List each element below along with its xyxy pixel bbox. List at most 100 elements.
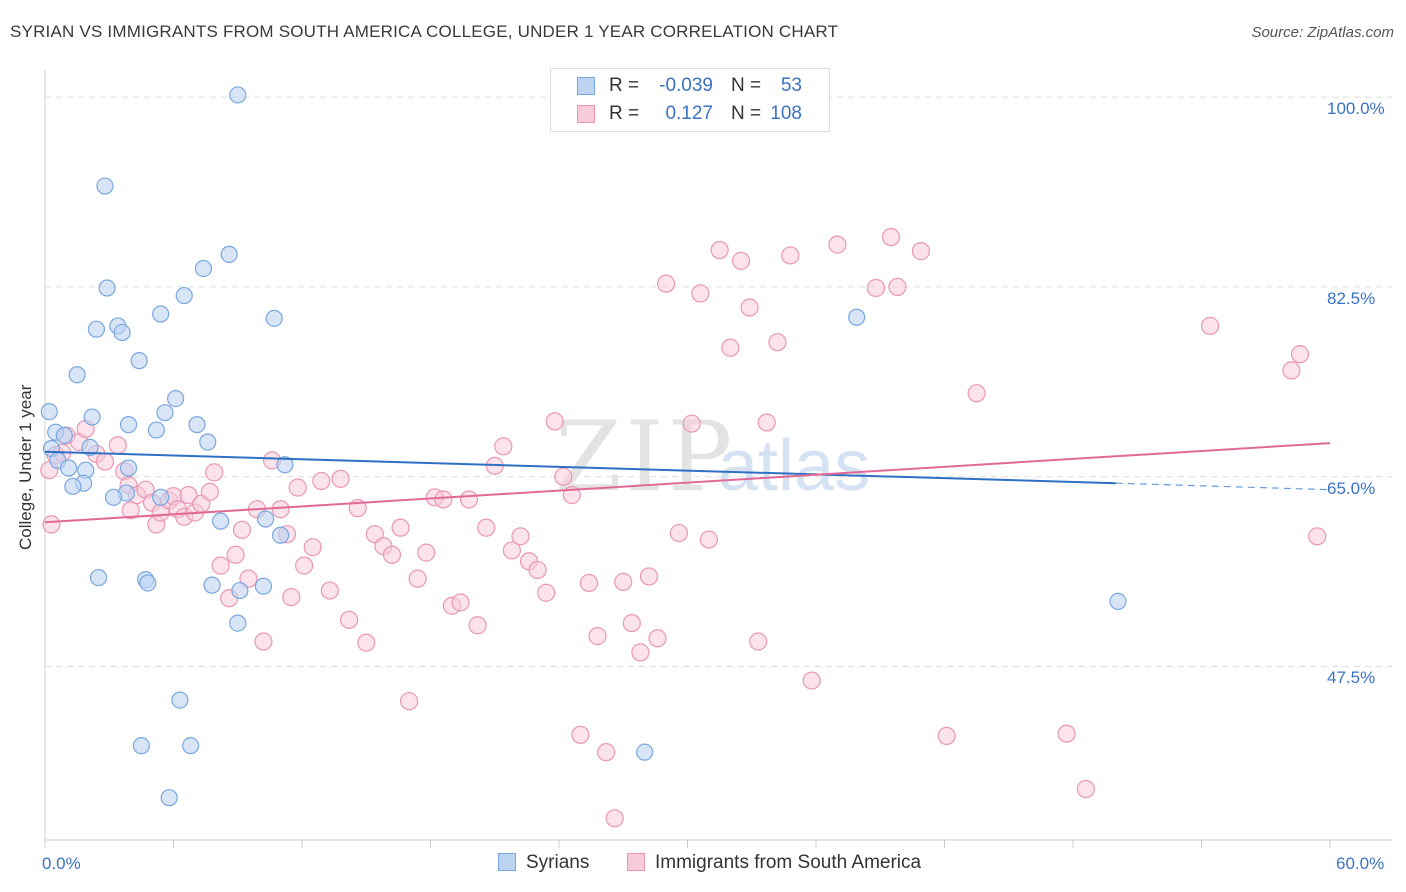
axes <box>44 70 1392 848</box>
bottom-legend-label: Immigrants from South America <box>655 852 922 873</box>
immigrants-point <box>1290 345 1310 364</box>
syrians-point <box>256 510 275 528</box>
immigrants-point <box>331 469 350 488</box>
immigrants-point <box>205 463 224 482</box>
immigrants-point <box>211 556 230 575</box>
immigrants-point <box>721 338 740 357</box>
immigrants-point <box>691 284 710 303</box>
immigrants-point <box>121 501 140 520</box>
legend-row-immigrants: R = 0.127 N = 108 <box>551 101 829 129</box>
bottom-legend-immigrants: Immigrants from South America <box>627 852 921 874</box>
immigrants-point <box>312 471 331 491</box>
immigrants-point <box>1282 361 1301 380</box>
syrians-point <box>96 177 114 195</box>
syrians-point <box>89 568 108 587</box>
grid-lines <box>45 96 1392 667</box>
immigrants-point <box>648 629 667 648</box>
syrians-point <box>212 512 230 530</box>
syrians-point <box>98 279 116 297</box>
immigrants-point <box>768 333 787 352</box>
syrians-point <box>55 426 73 445</box>
immigrants-point <box>656 274 676 293</box>
y-tick-label: 82.5% <box>1327 288 1376 308</box>
legend-n-value: 108 <box>770 103 802 124</box>
immigrants-point <box>757 413 776 432</box>
syrians-point <box>152 488 170 506</box>
legend-r-label: R = <box>609 103 640 124</box>
immigrants-point <box>271 500 290 519</box>
syrians-point <box>160 789 178 807</box>
immigrants-point <box>434 490 453 509</box>
immigrants-point <box>605 809 624 828</box>
bottom-legend-label: Syrians <box>526 852 590 873</box>
immigrants-point <box>545 412 564 431</box>
syrians-point <box>199 433 217 451</box>
trend-lines <box>44 442 1331 524</box>
chart-title: SYRIAN VS IMMIGRANTS FROM SOUTH AMERICA … <box>10 22 839 41</box>
immigrants-point <box>967 384 986 403</box>
legend-r-value: 0.127 <box>665 103 713 124</box>
syrians-point <box>132 737 150 755</box>
immigrants-point <box>937 726 956 745</box>
watermark-zip: ZIP <box>555 401 736 513</box>
immigrants-point <box>295 556 314 575</box>
immigrants-point <box>710 240 729 260</box>
immigrants-point <box>502 541 521 560</box>
immigrants-point <box>682 414 701 433</box>
syrians-point <box>175 286 193 305</box>
immigrants-point <box>200 482 220 501</box>
y-tick-label: 100.0% <box>1327 99 1385 119</box>
immigrants-point <box>802 671 821 690</box>
bottom-legend-swatch-pink <box>627 853 645 871</box>
syrians-point <box>130 352 148 370</box>
legend-n-label: N = <box>731 75 762 96</box>
immigrants-point <box>477 518 496 537</box>
source-label: Source: ZipAtlas.com <box>1251 24 1394 41</box>
syrians-point <box>271 526 290 544</box>
watermark: ZIP atlas <box>555 401 870 513</box>
syrians-point <box>40 403 58 421</box>
syrians-point <box>636 743 654 761</box>
legend-swatch-blue <box>577 77 595 95</box>
immigrants-point <box>320 581 339 600</box>
syrians-point <box>64 477 82 496</box>
immigrants-point <box>888 277 907 297</box>
immigrants-point <box>911 242 931 261</box>
syrians-point <box>156 404 174 422</box>
legend-row-syrians: R = -0.039 N = 53 <box>551 73 829 101</box>
immigrants-point <box>1076 779 1095 799</box>
syrians-point <box>119 459 138 477</box>
immigrants-point <box>699 530 719 549</box>
immigrants-point <box>226 545 245 564</box>
y-tick-label: 47.5% <box>1327 668 1376 688</box>
syrians-point <box>147 421 165 439</box>
syrians-point <box>229 614 247 632</box>
legend-swatch-pink <box>577 105 595 123</box>
syrians-point <box>188 416 206 434</box>
syrians-point <box>220 245 238 263</box>
syrians-point <box>119 416 138 434</box>
immigrants-point <box>639 567 659 586</box>
immigrants-points <box>40 227 1327 828</box>
x-tick-label: 0.0% <box>42 854 81 873</box>
immigrants-trend-line <box>44 442 1331 524</box>
immigrants-point <box>95 452 115 471</box>
immigrants-point <box>579 573 599 593</box>
syrians-point <box>167 390 185 408</box>
syrians-point <box>152 305 170 323</box>
immigrants-point <box>622 613 641 633</box>
immigrants-point <box>239 569 258 588</box>
immigrants-point <box>399 692 419 711</box>
immigrants-point <box>494 437 513 456</box>
immigrants-point <box>740 298 759 317</box>
immigrants-point <box>614 572 633 591</box>
immigrants-point <box>232 520 252 539</box>
syrians-point <box>83 408 101 426</box>
immigrants-point <box>731 251 751 270</box>
correlation-legend: R = -0.039 N = 53 R = 0.127 N = 108 <box>550 68 830 132</box>
immigrants-point <box>881 227 901 247</box>
syrians-point <box>59 459 78 477</box>
immigrants-point <box>781 246 800 265</box>
legend-r-value: -0.039 <box>659 75 713 96</box>
